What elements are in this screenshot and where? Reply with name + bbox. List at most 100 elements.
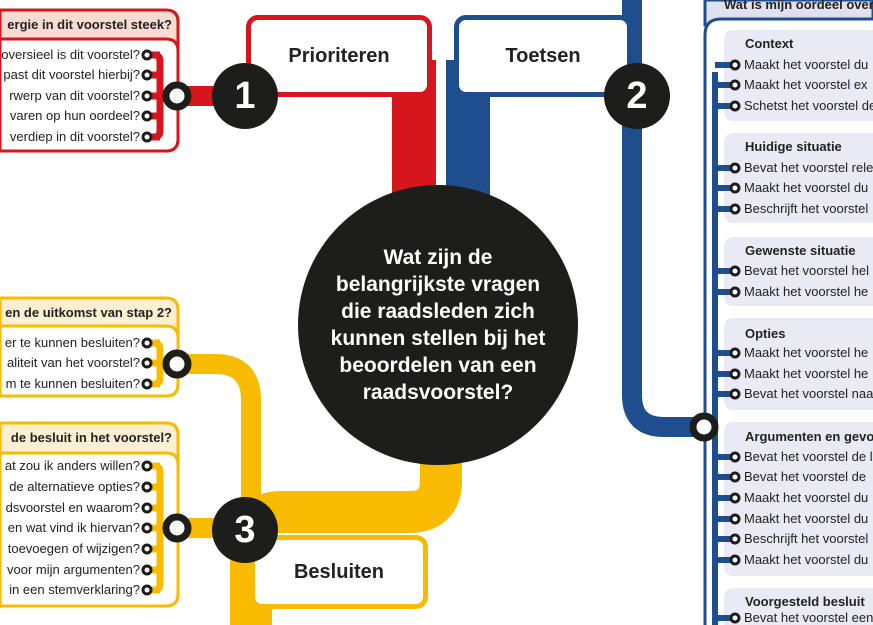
- group-title: Gewenste situatie: [745, 243, 856, 258]
- question-item[interactable]: rwerp van dit voorstel?: [9, 88, 140, 103]
- question-node-icon: [729, 451, 741, 463]
- question-node-icon: [141, 110, 153, 122]
- question-node-icon: [729, 347, 741, 359]
- assessment-item[interactable]: Maakt het voorstel du: [744, 552, 869, 567]
- assessment-item[interactable]: Bevat het voorstel naa: [744, 386, 873, 401]
- box-header: de besluit in het voorstel?: [10, 430, 172, 445]
- question-item[interactable]: past dit voorstel hierbij?: [3, 67, 140, 82]
- group-title: Context: [745, 36, 794, 51]
- assessment-item[interactable]: Maakt het voorstel ex: [744, 77, 868, 92]
- question-item[interactable]: m te kunnen besluiten?: [5, 376, 140, 391]
- stage-toetsen[interactable]: Toetsen: [454, 15, 632, 97]
- question-node-icon: [729, 182, 741, 194]
- question-item[interactable]: er te kunnen besluiten?: [4, 335, 140, 350]
- stage-label: Prioriteren: [288, 44, 390, 67]
- assessment-item[interactable]: Maakt het voorstel he: [744, 345, 869, 360]
- blue-branch: [622, 0, 704, 437]
- question-node-icon: [141, 543, 153, 555]
- assessment-item[interactable]: Beschrijft het voorstel: [744, 201, 869, 216]
- group-title: Voorgesteld besluit: [745, 594, 865, 609]
- question-node-icon: [729, 203, 741, 215]
- question-box-body: [0, 37, 180, 153]
- assessment-item[interactable]: Schetst het voorstel de: [744, 98, 873, 113]
- question-node-icon: [729, 162, 741, 174]
- step-number-1: 1: [212, 63, 278, 129]
- question-node-icon: [729, 100, 741, 112]
- question-node-icon: [729, 265, 741, 277]
- box-header: Wat is mijn oordeel over: [724, 0, 873, 12]
- junction-node-icon: [689, 412, 719, 442]
- assessment-box-border: [703, 17, 873, 625]
- group-title: Huidige situatie: [745, 139, 842, 154]
- question-node-icon: [141, 90, 153, 102]
- group-title: Argumenten en gevol: [745, 429, 873, 444]
- assessment-item[interactable]: Maakt het voorstel du: [744, 180, 869, 195]
- stage-besluiten[interactable]: Besluiten: [250, 535, 428, 609]
- question-node-icon: [729, 554, 741, 566]
- question-node-icon: [729, 612, 741, 624]
- assessment-group: [724, 133, 873, 223]
- junction-node-icon: [162, 349, 192, 379]
- question-node-icon: [141, 131, 153, 143]
- group-title: Opties: [745, 326, 786, 341]
- step-number-3: 3: [212, 497, 278, 563]
- assessment-group: [724, 30, 873, 121]
- assessment-item[interactable]: Bevat het voorstel de: [744, 469, 867, 484]
- question-node-icon: [141, 357, 153, 369]
- yellow-branch-1: [177, 354, 261, 625]
- question-node-icon: [141, 584, 153, 596]
- assessment-group: [724, 318, 873, 410]
- box-header: ergie in dit voorstel steek?: [7, 17, 172, 32]
- assessment-item[interactable]: Maakt het voorstel du: [744, 490, 869, 505]
- question-node-icon: [729, 79, 741, 91]
- question-item[interactable]: toevoegen of wijzigen?: [7, 541, 140, 556]
- question-node-icon: [729, 471, 741, 483]
- question-node-icon: [729, 286, 741, 298]
- assessment-item[interactable]: Bevat het voorstel een: [744, 610, 873, 625]
- question-item[interactable]: voor mijn argumenten?: [7, 562, 140, 577]
- question-item[interactable]: at zou ik anders willen?: [4, 458, 140, 473]
- question-node-icon: [729, 513, 741, 525]
- question-node-icon: [141, 378, 153, 390]
- assessment-item[interactable]: Bevat het voorstel rele: [744, 160, 873, 175]
- question-box-body: [0, 451, 180, 608]
- central-question: Wat zijn de belangrijkste vragen die raa…: [298, 185, 578, 465]
- question-item[interactable]: de alternatieve opties?: [9, 479, 140, 494]
- question-item[interactable]: oversieel is dit voorstel?: [1, 47, 140, 62]
- question-node-icon: [141, 69, 153, 81]
- question-item[interactable]: varen op hun oordeel?: [9, 108, 140, 123]
- central-question-text: Wat zijn de belangrijkste vragen die raa…: [330, 246, 546, 404]
- question-item[interactable]: verdiep in dit voorstel?: [9, 129, 140, 144]
- stage-prioriteren[interactable]: Prioriteren: [246, 15, 432, 97]
- junction-node-icon: [162, 81, 192, 111]
- assessment-group: [724, 422, 873, 576]
- assessment-item[interactable]: Maakt het voorstel he: [744, 366, 869, 381]
- question-item[interactable]: in een stemverklaring?: [9, 582, 140, 597]
- question-node-icon: [729, 59, 741, 71]
- assessment-item[interactable]: Beschrijft het voorstel: [744, 531, 869, 546]
- question-node-icon: [141, 564, 153, 576]
- assessment-group: [724, 237, 873, 306]
- question-node-icon: [141, 522, 153, 534]
- question-item[interactable]: dsvoorstel en waarom?: [5, 500, 140, 515]
- question-node-icon: [141, 460, 153, 472]
- question-node-icon: [141, 337, 153, 349]
- question-item[interactable]: en wat vind ik hiervan?: [7, 520, 140, 535]
- box-header: en de uitkomst van stap 2?: [5, 305, 172, 320]
- stage-label: Toetsen: [505, 44, 581, 67]
- question-item[interactable]: aliteit van het voorstel?: [7, 355, 140, 370]
- assessment-item[interactable]: Maakt het voorstel du: [744, 511, 869, 526]
- assessment-item[interactable]: Maakt het voorstel du: [744, 57, 869, 72]
- assessment-item[interactable]: Bevat het voorstel de l: [744, 449, 873, 464]
- question-node-icon: [729, 368, 741, 380]
- question-node-icon: [141, 481, 153, 493]
- junction-node-icon: [162, 513, 192, 543]
- assessment-item[interactable]: Bevat het voorstel hel: [744, 263, 870, 278]
- question-node-icon: [141, 49, 153, 61]
- question-node-icon: [729, 492, 741, 504]
- question-node-icon: [141, 502, 153, 514]
- question-box-body: [0, 324, 180, 398]
- assessment-item[interactable]: Maakt het voorstel he: [744, 284, 869, 299]
- question-node-icon: [729, 533, 741, 545]
